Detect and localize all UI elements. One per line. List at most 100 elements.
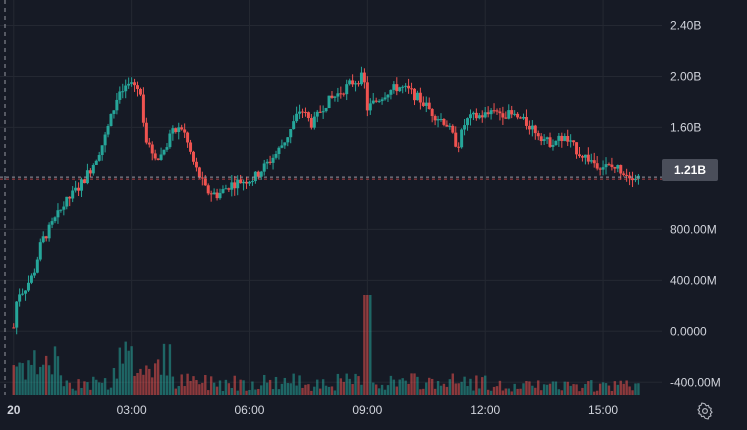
candle-body xyxy=(271,157,275,163)
volume-bar xyxy=(484,375,487,395)
volume-bar xyxy=(198,384,201,395)
candle-body xyxy=(545,137,549,140)
volume-bar xyxy=(56,356,60,395)
volume-bar xyxy=(159,374,163,395)
volume-bar xyxy=(136,372,139,395)
candle-body xyxy=(298,111,302,114)
y-tick-label: 400.00M xyxy=(670,273,717,287)
volume-bar xyxy=(106,389,110,395)
volume-bar xyxy=(360,384,363,395)
volume-bar xyxy=(513,383,516,395)
volume-bar xyxy=(310,390,313,395)
volume-bar xyxy=(201,382,204,395)
volume-bar xyxy=(528,381,531,395)
volume-bar xyxy=(616,384,620,395)
candle-body xyxy=(277,147,281,155)
volume-bar xyxy=(501,390,505,395)
candle-body xyxy=(265,161,269,164)
candle-body xyxy=(501,113,505,118)
candle-body xyxy=(53,217,57,222)
volume-bar xyxy=(71,388,74,395)
candle-body xyxy=(224,188,228,190)
candle-body xyxy=(212,192,216,195)
volume-bar xyxy=(207,390,210,395)
candle-body xyxy=(583,154,587,158)
candle-body xyxy=(26,282,30,291)
volume-bar xyxy=(47,365,51,395)
candle-body xyxy=(457,146,461,148)
candle-body xyxy=(492,110,496,112)
candle-body xyxy=(38,242,42,260)
gear-icon[interactable] xyxy=(696,402,714,420)
volume-bar xyxy=(277,389,281,395)
volume-bar xyxy=(560,390,564,395)
volume-bar xyxy=(463,376,466,395)
volume-bar xyxy=(469,378,472,395)
candle-body xyxy=(247,181,251,184)
volume-bar xyxy=(425,382,428,395)
volume-bar xyxy=(89,389,92,395)
candle-body xyxy=(412,88,416,101)
candle-body xyxy=(522,116,526,119)
candle-body xyxy=(59,209,63,211)
volume-bar xyxy=(118,347,122,395)
volume-bar xyxy=(495,386,499,395)
candle-body xyxy=(398,87,402,92)
volume-bar xyxy=(613,381,617,395)
candle-body xyxy=(233,182,237,189)
candle-body xyxy=(183,129,187,133)
candle-body xyxy=(274,154,278,158)
candle-body xyxy=(575,142,579,155)
volume-bar xyxy=(380,384,384,395)
candle-body xyxy=(463,125,467,130)
volume-bar xyxy=(251,381,254,395)
volume-bar xyxy=(177,386,180,395)
volume-bar xyxy=(165,375,169,395)
volume-bar xyxy=(510,391,513,395)
x-tick-label: 15:00 xyxy=(588,403,618,417)
candle-body xyxy=(519,117,523,119)
volume-bar xyxy=(12,365,15,395)
x-tick-label: 09:00 xyxy=(352,403,382,417)
volume-bar xyxy=(428,377,431,395)
volume-bar xyxy=(351,384,354,395)
volume-bar xyxy=(563,381,566,395)
candle-body xyxy=(357,83,361,85)
volume-bar xyxy=(363,295,366,395)
volume-bar xyxy=(410,373,413,395)
volume-bar xyxy=(289,383,292,395)
volume-bar xyxy=(422,388,425,395)
volume-bar xyxy=(454,383,457,395)
volume-bar xyxy=(522,383,525,395)
candle-body xyxy=(530,125,534,130)
volume-bar xyxy=(587,381,590,395)
candle-body xyxy=(533,125,537,134)
volume-bar xyxy=(139,368,142,395)
candle-body xyxy=(112,110,116,114)
volume-bar xyxy=(539,390,543,395)
candle-body xyxy=(404,85,408,87)
volume-bar xyxy=(148,368,151,395)
volume-bar xyxy=(74,390,77,395)
volume-bar xyxy=(537,380,540,395)
candle-body xyxy=(410,88,414,90)
candle-body xyxy=(109,113,113,127)
volume-bar xyxy=(433,388,437,395)
candle-body xyxy=(200,177,204,179)
candle-body xyxy=(94,160,98,165)
candle-body xyxy=(507,110,511,119)
volume-bar xyxy=(318,388,322,395)
candle-body xyxy=(156,158,160,160)
candle-body xyxy=(368,103,372,111)
candle-body xyxy=(239,179,243,184)
volume-bar xyxy=(416,376,419,395)
volume-bar xyxy=(445,386,449,395)
volume-bar xyxy=(21,363,24,395)
candle-body xyxy=(141,94,145,123)
candle-body xyxy=(628,175,632,179)
candle-body xyxy=(569,140,573,142)
candle-body xyxy=(35,259,39,273)
volume-bar xyxy=(333,390,337,395)
